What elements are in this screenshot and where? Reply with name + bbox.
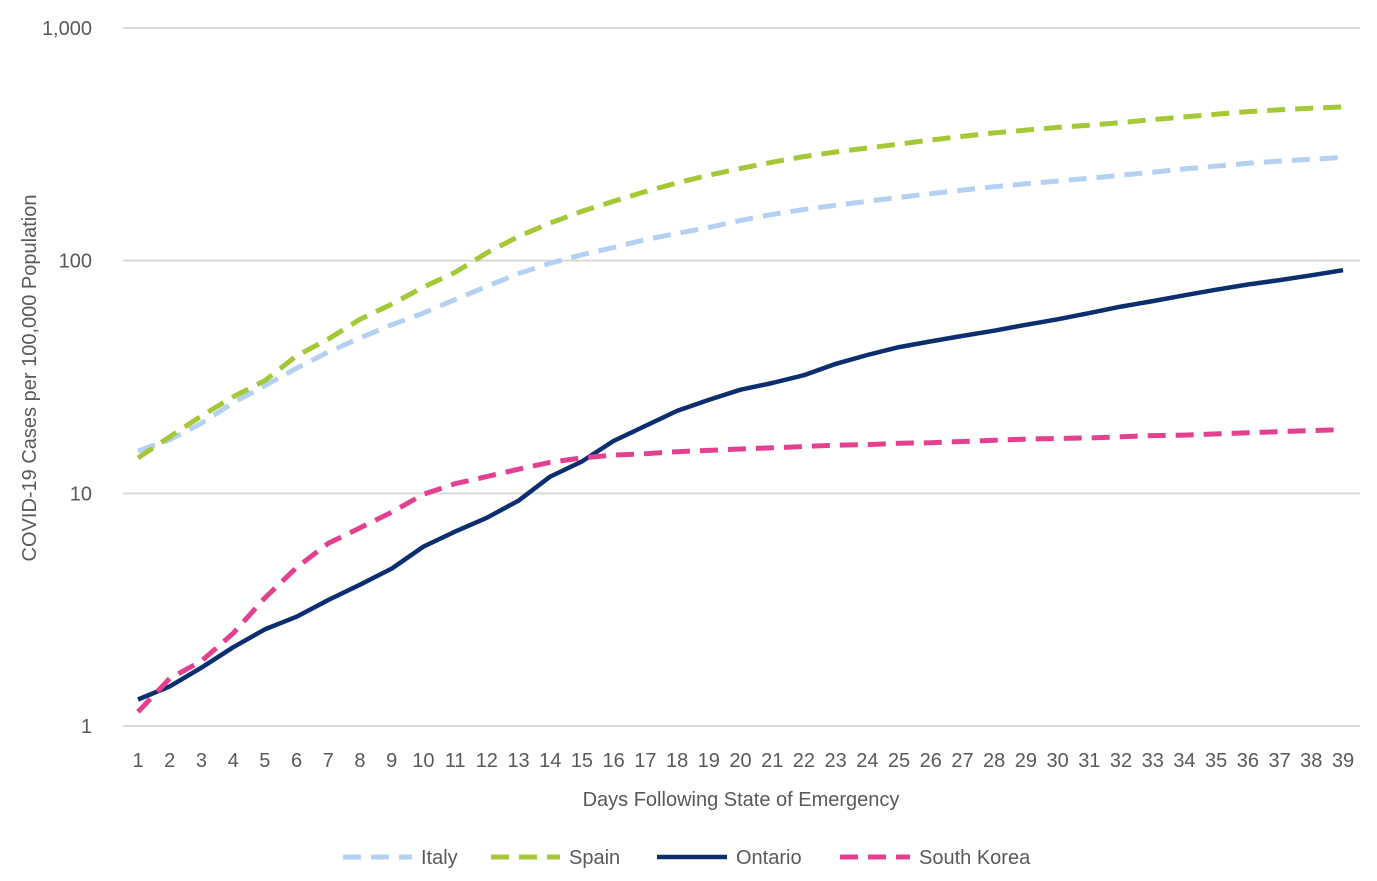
x-tick-label: 25 [888, 750, 910, 772]
x-tick-label: 2 [164, 750, 175, 772]
x-tick-label: 28 [983, 750, 1005, 772]
y-tick-label: 100 [59, 251, 92, 273]
x-tick-label: 31 [1078, 750, 1100, 772]
x-tick-label: 27 [951, 750, 973, 772]
y-tick-label: 10 [70, 483, 92, 505]
legend-label-south-korea: South Korea [919, 847, 1031, 869]
x-tick-label: 34 [1173, 750, 1195, 772]
x-tick-label: 11 [445, 750, 466, 772]
x-tick-label: 14 [539, 750, 561, 772]
x-tick-label: 33 [1142, 750, 1164, 772]
x-tick-label: 15 [571, 750, 593, 772]
series-lines [136, 104, 1344, 714]
x-tick-label: 8 [354, 750, 365, 772]
x-axis-title: Days Following State of Emergency [583, 789, 900, 811]
legend-label-italy: Italy [421, 847, 458, 869]
x-tick-label: 23 [825, 750, 847, 772]
x-tick-label: 35 [1205, 750, 1227, 772]
x-tick-label: 21 [761, 750, 783, 772]
x-tick-label: 1 [132, 750, 143, 772]
legend-label-ontario: Ontario [736, 847, 802, 869]
x-tick-label: 26 [920, 750, 942, 772]
x-tick-label: 12 [476, 750, 498, 772]
legend: Italy Spain Ontario South Korea [343, 847, 1031, 869]
x-tick-label: 18 [666, 750, 688, 772]
x-tick-label: 32 [1110, 750, 1132, 772]
x-tick-label: 20 [729, 750, 751, 772]
x-tick-label: 16 [603, 750, 625, 772]
series-line-south-korea [136, 427, 1344, 714]
x-tick-label: 24 [856, 750, 878, 772]
x-tick-label: 9 [386, 750, 397, 772]
x-tick-label: 30 [1046, 750, 1068, 772]
series-line-italy [137, 154, 1344, 454]
x-tick-label: 38 [1300, 750, 1322, 772]
x-tick-label: 6 [291, 750, 302, 772]
x-tick-label: 19 [698, 750, 720, 772]
x-tick-label: 3 [196, 750, 207, 772]
y-axis-title: COVID-19 Cases per 100,000 Population [19, 195, 41, 562]
x-tick-label: 29 [1015, 750, 1037, 772]
x-tick-label: 10 [412, 750, 434, 772]
x-tick-label: 7 [323, 750, 334, 772]
x-tick-label: 17 [634, 750, 656, 772]
x-tick-label: 37 [1268, 750, 1290, 772]
y-tick-label: 1,000 [42, 18, 92, 40]
x-axis-ticks: 1 2 3 4 5 6 7 8 9 10 11 12 13 14 15 16 17 18 19 20 21 22 23 24 2… [132, 750, 1354, 772]
x-tick-label: 22 [793, 750, 815, 772]
x-tick-label: 13 [507, 750, 529, 772]
x-tick-label: 4 [228, 750, 239, 772]
series-line-spain [136, 104, 1344, 460]
x-tick-label: 5 [259, 750, 270, 772]
y-axis-ticks: 1 10 100 1,000 [42, 18, 92, 738]
y-tick-label: 1 [81, 716, 92, 738]
x-tick-label: 36 [1237, 750, 1259, 772]
series-line-ontario [137, 267, 1344, 702]
gridlines [123, 27, 1360, 727]
x-tick-label: 39 [1332, 750, 1354, 772]
legend-label-spain: Spain [569, 847, 620, 869]
